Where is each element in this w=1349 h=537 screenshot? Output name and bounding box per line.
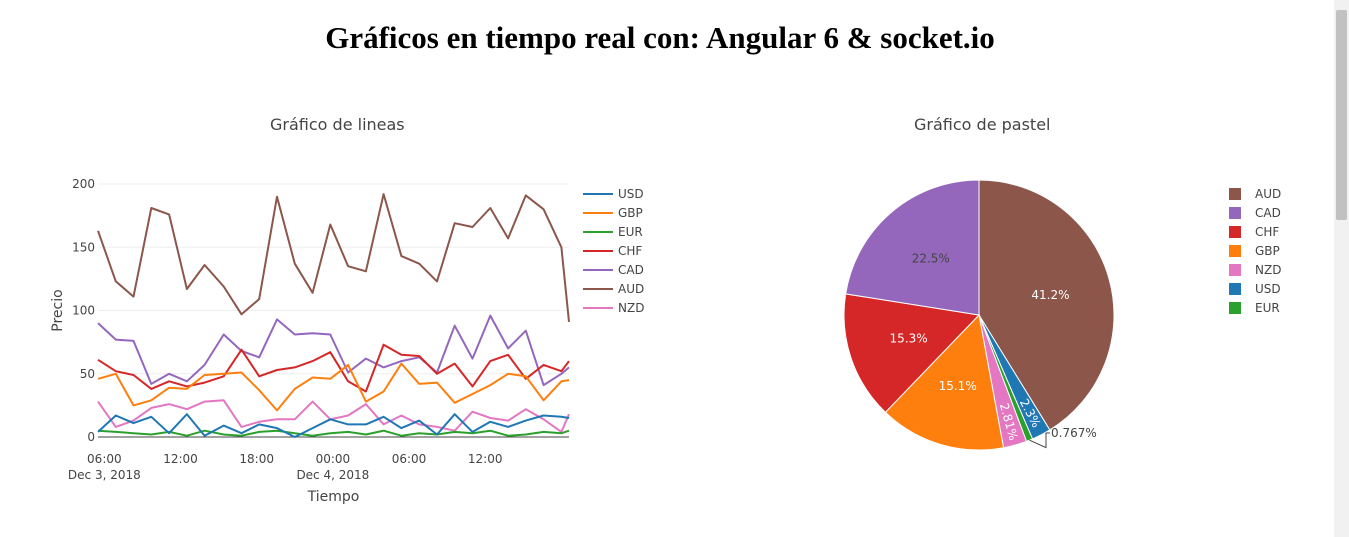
legend-swatch-usd bbox=[1229, 283, 1241, 295]
pie-slice-aud bbox=[978, 179, 1115, 431]
pie-label-aud: 41.2% bbox=[1031, 288, 1069, 302]
legend-swatch-nzd bbox=[1229, 264, 1241, 276]
pie-label-cad: 22.5% bbox=[912, 252, 950, 266]
series-line-eur bbox=[97, 429, 570, 437]
pie-chart-title: Gráfico de pastel bbox=[914, 115, 1051, 134]
legend-swatch-chf bbox=[1229, 226, 1241, 238]
x-tick-label: 00:00 bbox=[316, 452, 351, 466]
line-chart: 0 50 100 150 200 06:00 Dec 3, 2018 12:00 18:00 00… bbox=[50, 177, 570, 505]
page-title: Gráficos en tiempo real con: Angular 6 &… bbox=[325, 20, 995, 55]
legend-swatch-eur bbox=[1229, 302, 1241, 314]
series-line-chf bbox=[97, 343, 570, 393]
y-tick-label: 100 bbox=[72, 304, 95, 318]
y-tick-label: 150 bbox=[72, 240, 95, 254]
pie-chart: 41.2%2.3%0.767%2.81%15.1%15.3%22.5% bbox=[843, 179, 1115, 451]
legend-label-gbp: GBP bbox=[618, 206, 643, 220]
x-tick-label: 06:00 bbox=[392, 452, 427, 466]
pie-chart-legend[interactable]: AUD CAD CHF GBP NZD USD EUR bbox=[1229, 187, 1281, 315]
legend-label-gbp: GBP bbox=[1255, 244, 1280, 258]
legend-label-cad: CAD bbox=[618, 263, 644, 277]
series-line-gbp bbox=[97, 362, 570, 412]
pie-slice-cad bbox=[845, 179, 980, 316]
pie-leader-line-eur bbox=[1029, 432, 1050, 449]
series-line-cad bbox=[97, 314, 570, 387]
x-tick-label: 18:00 bbox=[239, 452, 274, 466]
legend-label-aud: AUD bbox=[618, 282, 644, 296]
legend-label-cad: CAD bbox=[1255, 206, 1281, 220]
pie-slice-gbp bbox=[884, 313, 1005, 451]
legend-label-usd: USD bbox=[1255, 282, 1281, 296]
series-line-nzd bbox=[97, 399, 570, 433]
legend-label-aud: AUD bbox=[1255, 187, 1281, 201]
pie-label-chf: 15.3% bbox=[890, 332, 928, 346]
legend-label-nzd: NZD bbox=[1255, 263, 1281, 277]
legend-label-chf: CHF bbox=[1255, 225, 1279, 239]
pie-slice-chf bbox=[843, 293, 981, 413]
y-axis-title: Precio bbox=[50, 289, 66, 331]
x-tick-date-label: Dec 3, 2018 bbox=[68, 468, 141, 482]
legend-label-chf: CHF bbox=[618, 244, 642, 258]
x-tick-label: 12:00 bbox=[468, 452, 503, 466]
x-tick-date-label: Dec 4, 2018 bbox=[296, 468, 369, 482]
legend-label-nzd: NZD bbox=[618, 301, 644, 315]
y-tick-label: 200 bbox=[72, 177, 95, 191]
y-tick-label: 50 bbox=[80, 367, 95, 381]
scrollbar-thumb[interactable] bbox=[1336, 10, 1347, 220]
pie-label-gbp: 15.1% bbox=[939, 379, 977, 393]
series-line-aud bbox=[97, 193, 570, 323]
vertical-scrollbar[interactable] bbox=[1334, 0, 1349, 537]
legend-swatch-cad bbox=[1229, 207, 1241, 219]
legend-label-usd: USD bbox=[618, 187, 644, 201]
line-chart-legend[interactable]: USD GBP EUR CHF CAD AUD NZD bbox=[583, 187, 644, 315]
x-axis-title: Tiempo bbox=[307, 489, 360, 505]
legend-swatch-aud bbox=[1229, 188, 1241, 200]
pie-label-eur: 0.767% bbox=[1051, 426, 1097, 440]
series-line-usd bbox=[97, 413, 570, 438]
line-chart-title: Gráfico de lineas bbox=[270, 115, 405, 134]
legend-label-eur: EUR bbox=[618, 225, 643, 239]
legend-swatch-gbp bbox=[1229, 245, 1241, 257]
x-tick-label: 06:00 bbox=[87, 452, 122, 466]
x-tick-label: 12:00 bbox=[163, 452, 198, 466]
legend-label-eur: EUR bbox=[1255, 301, 1280, 315]
y-tick-label: 0 bbox=[87, 430, 95, 444]
